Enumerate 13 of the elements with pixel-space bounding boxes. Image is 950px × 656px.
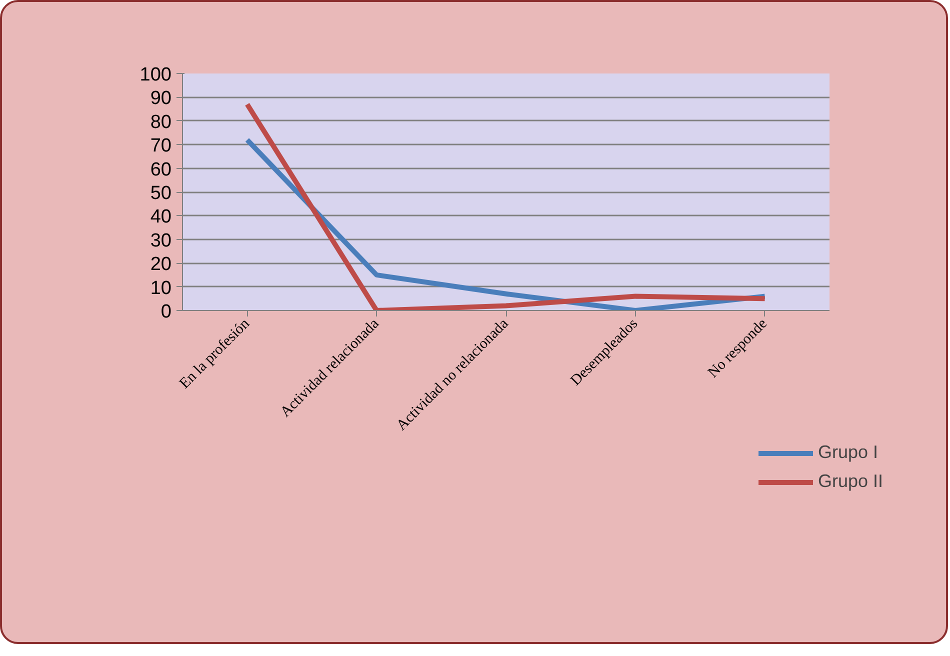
y-tick-label: 0	[160, 302, 172, 322]
y-tick-label: 20	[150, 254, 172, 276]
y-tick-label: 40	[150, 206, 172, 228]
y-tick-label: 70	[150, 136, 172, 157]
y-tick-label: 90	[150, 88, 172, 110]
legend-label: Grupo I	[818, 442, 878, 463]
legend-label: Grupo II	[818, 471, 884, 492]
y-tick-label: 80	[150, 112, 172, 133]
y-tick-label: 10	[150, 278, 172, 299]
y-tick-label: 50	[150, 183, 172, 204]
y-tick-label: 100	[140, 64, 172, 86]
y-tick-label: 60	[150, 159, 172, 180]
y-tick-label: 30	[150, 230, 172, 252]
